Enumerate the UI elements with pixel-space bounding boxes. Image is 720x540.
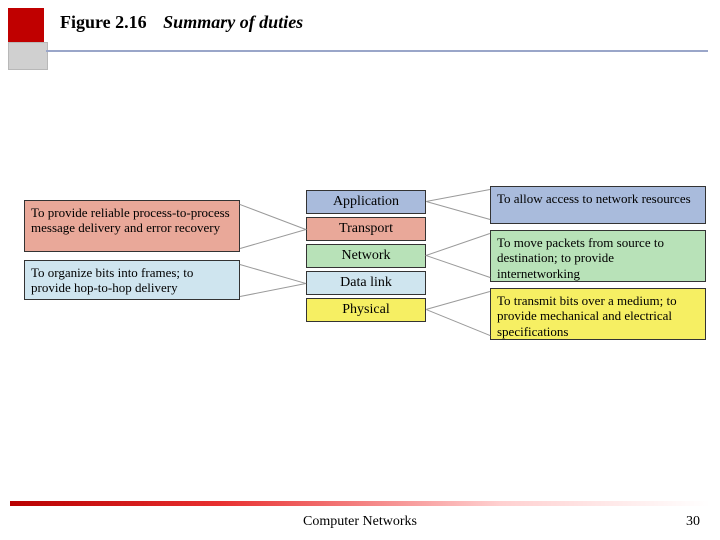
title-underline <box>46 50 708 52</box>
layer-transport: Transport <box>306 217 426 241</box>
footer-label: Computer Networks <box>0 514 720 530</box>
connector-line <box>426 201 490 220</box>
duty-box: To allow access to network resources <box>490 186 706 224</box>
duty-box: To organize bits into frames; to provide… <box>24 260 240 300</box>
page-number: 30 <box>686 514 700 530</box>
layer-data-link: Data link <box>306 271 426 295</box>
slide: Figure 2.16 Summary of duties Applicatio… <box>0 0 720 540</box>
connector-line <box>240 283 306 297</box>
layer-application: Application <box>306 190 426 214</box>
connector-line <box>426 291 490 310</box>
figure-title: Figure 2.16 Summary of duties <box>60 12 303 33</box>
layer-network: Network <box>306 244 426 268</box>
duty-box: To transmit bits over a medium; to provi… <box>490 288 706 340</box>
connector-line <box>426 233 490 256</box>
connector-line <box>240 229 306 249</box>
connector-line <box>426 309 490 336</box>
connector-line <box>426 255 490 278</box>
duty-box: To move packets from source to destinati… <box>490 230 706 282</box>
corner-accent <box>8 8 44 44</box>
footer-bar <box>10 501 710 506</box>
connector-line <box>240 264 306 284</box>
grey-tab <box>8 42 48 70</box>
figure-number: Figure 2.16 <box>60 12 147 32</box>
figure-text: Summary of duties <box>163 12 303 32</box>
connector-line <box>426 189 490 202</box>
layer-physical: Physical <box>306 298 426 322</box>
connector-line <box>240 204 306 230</box>
duty-box: To provide reliable process-to-process m… <box>24 200 240 252</box>
